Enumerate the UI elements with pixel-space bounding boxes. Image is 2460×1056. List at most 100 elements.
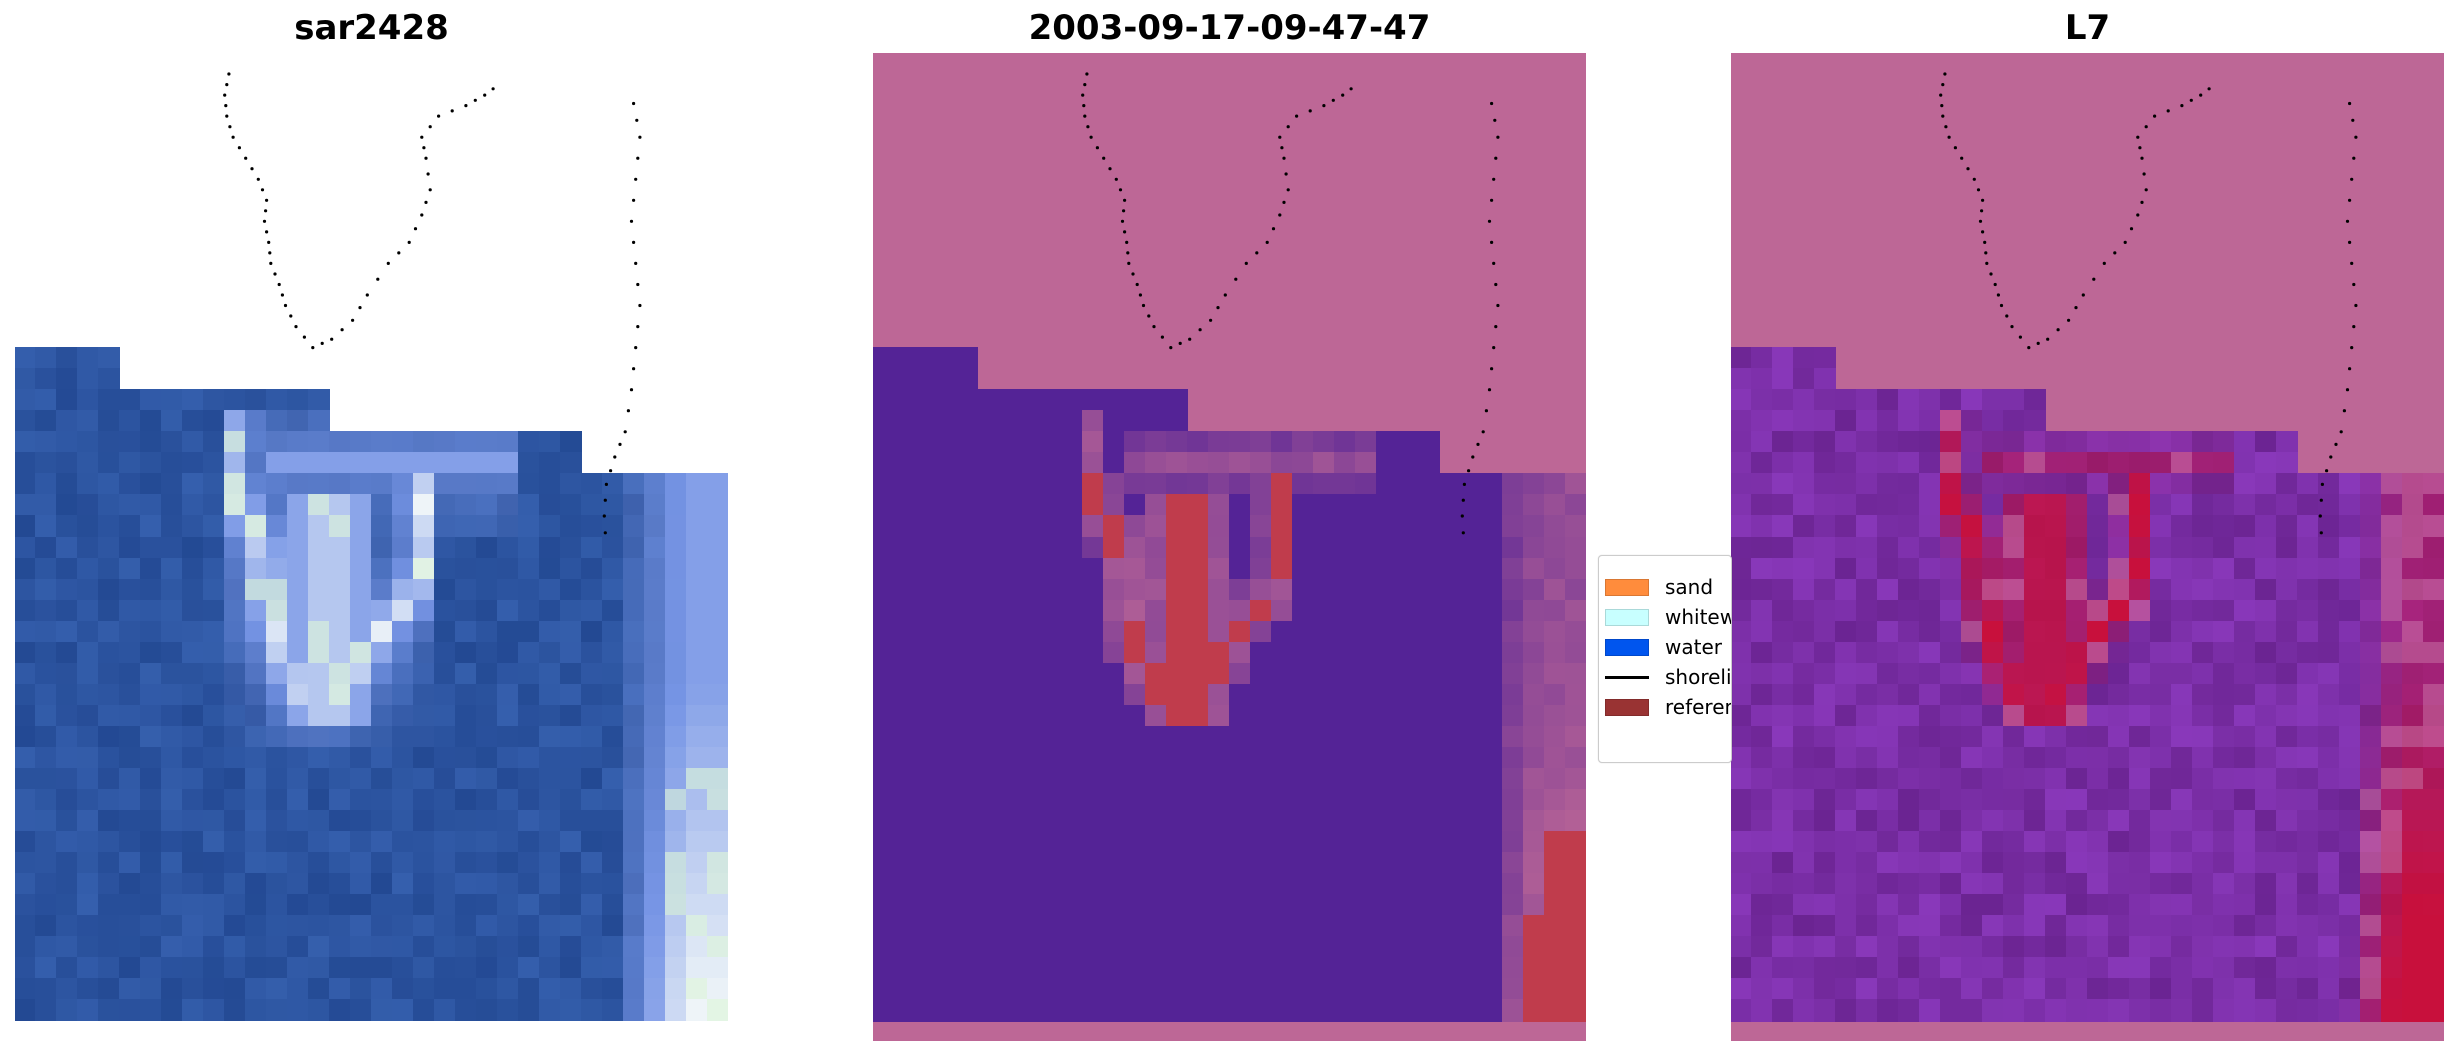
shoreline-point (413, 227, 418, 231)
shoreline-point (2320, 482, 2324, 486)
shoreline-point (1284, 172, 1288, 176)
shoreline-point (638, 135, 642, 139)
shoreline-point (1462, 482, 1466, 486)
shoreline-point (603, 498, 607, 502)
shoreline-point (634, 261, 638, 265)
shoreline-point (2136, 213, 2140, 217)
shoreline-point (1188, 337, 1192, 341)
legend-label: sand (1665, 575, 1714, 599)
shoreline-point (422, 146, 426, 150)
shoreline-point (428, 188, 432, 192)
shoreline-point (1349, 87, 1353, 91)
shoreline-point (1493, 118, 1497, 122)
shoreline-point (2350, 261, 2354, 265)
shoreline-point (262, 219, 267, 223)
shoreline-point (1178, 341, 1182, 345)
shoreline-point (1286, 125, 1290, 129)
shoreline-point (491, 87, 495, 91)
shoreline-point (2350, 177, 2354, 181)
shoreline-point (1978, 219, 1983, 223)
panel-title-classified: 2003-09-17-09-47-47 (1028, 8, 1431, 48)
shoreline-point (420, 213, 424, 217)
shoreline-point (426, 172, 430, 176)
shoreline-point (1286, 188, 1290, 192)
shoreline-point (603, 531, 607, 535)
shoreline-point (1494, 282, 1498, 287)
shoreline-point (2018, 335, 2022, 339)
shoreline-point (1198, 328, 1202, 332)
shoreline-point (1492, 346, 1496, 350)
shoreline-line-swatch (1605, 669, 1649, 686)
shoreline-point (2129, 227, 2134, 231)
classified-image-panel (873, 53, 1586, 1041)
shoreline-point (2140, 156, 2144, 160)
shoreline-point (632, 240, 636, 244)
shoreline-point (1944, 125, 1948, 129)
shoreline-point (636, 156, 640, 160)
shoreline-point (1983, 240, 1987, 244)
shoreline-point (2056, 328, 2060, 332)
shoreline-point (1123, 198, 1127, 202)
shoreline-point (1941, 83, 1945, 87)
shoreline-point (1108, 167, 1112, 171)
shoreline-point (365, 293, 369, 297)
sand-swatch (1605, 578, 1649, 596)
shoreline-point (1095, 146, 1099, 150)
shoreline-point (1114, 177, 1118, 181)
shoreline-point (2153, 114, 2157, 118)
shoreline-point (473, 98, 477, 102)
shoreline-point (237, 146, 241, 150)
shoreline-point (1467, 469, 1471, 473)
panel-title-rgb: sar2428 (294, 8, 449, 48)
shoreline-overlay (223, 72, 642, 535)
shoreline-point (1461, 498, 1465, 502)
shoreline-point (2348, 198, 2352, 202)
shoreline-point (1999, 303, 2004, 308)
shoreline-point (2092, 277, 2096, 281)
shoreline-point (1123, 230, 1127, 234)
shoreline-point (2348, 240, 2352, 244)
shoreline-point (1492, 177, 1496, 181)
shoreline-point (635, 118, 639, 122)
shoreline-point (244, 156, 248, 160)
shoreline-point (2354, 303, 2358, 308)
shoreline-point (320, 341, 324, 345)
shoreline-point (428, 125, 432, 129)
shoreline-point (629, 388, 634, 392)
shoreline-point (2144, 188, 2148, 192)
shoreline-point (2027, 346, 2031, 350)
shoreline-point (273, 272, 277, 276)
shoreline-point (424, 156, 428, 160)
shoreline-point (1141, 303, 1146, 308)
shoreline-point (2189, 98, 2193, 102)
shoreline-point (1147, 314, 1151, 318)
shoreline-point (2351, 118, 2355, 122)
shoreline-point (223, 93, 227, 97)
shoreline-point (265, 198, 269, 202)
shoreline-point (613, 455, 617, 459)
shoreline-point (1941, 114, 1945, 118)
shoreline-point (1102, 156, 1106, 160)
shoreline-point (1985, 261, 1989, 265)
shoreline-point (609, 469, 613, 473)
shoreline-point (1278, 135, 1282, 139)
shoreline-point (1939, 93, 1943, 97)
legend-label: shoreline (1665, 665, 1732, 689)
shoreline-point (1244, 261, 1248, 265)
legend-item-shoreline: shoreline (1605, 663, 1732, 691)
legend-label: water (1665, 635, 1722, 659)
shoreline-point (1953, 146, 1957, 150)
legend-item-sand: sand (1605, 573, 1713, 601)
shoreline-point (225, 114, 229, 118)
shoreline-point (2207, 87, 2211, 91)
shoreline-point (358, 306, 362, 310)
shoreline-point (2136, 135, 2140, 139)
shoreline-point (602, 514, 606, 518)
shoreline-point (1341, 93, 1345, 97)
shoreline-point (424, 200, 428, 204)
shoreline-point (1255, 251, 1259, 255)
shoreline-point (1089, 135, 1093, 139)
shoreline-point (2339, 430, 2343, 434)
shoreline-point (1981, 230, 1985, 234)
